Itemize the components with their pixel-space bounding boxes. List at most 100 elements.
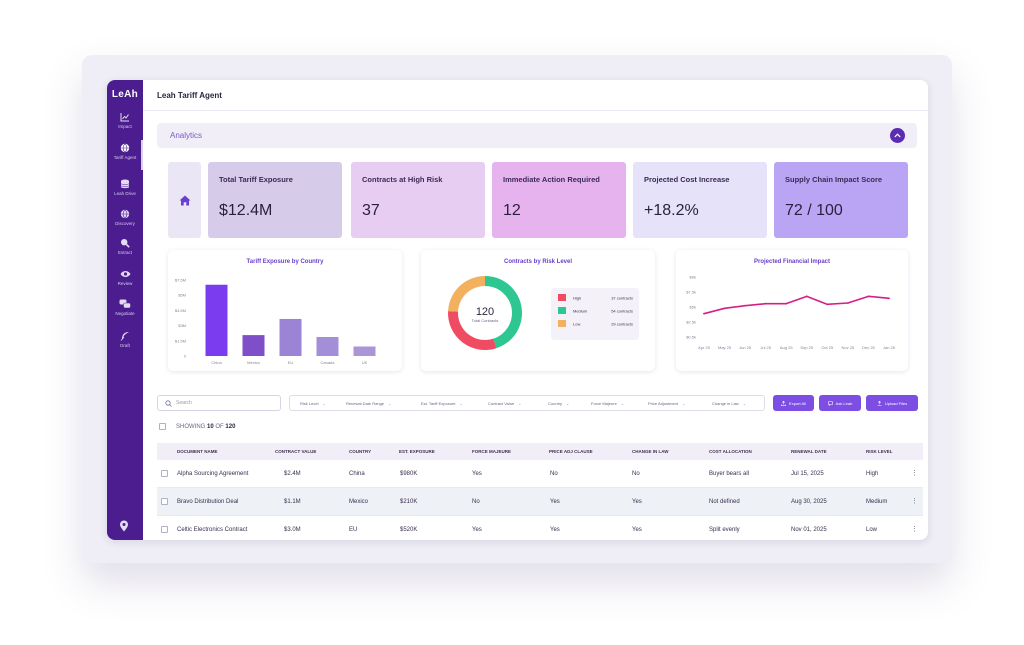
column-header[interactable]: COST ALLOCATION (709, 449, 752, 454)
table-row[interactable]: Alpha Sourcing Agreement $2.4M China $98… (157, 460, 923, 488)
x-tick-label: May 25 (718, 345, 732, 350)
kpi-card-projected-cost-increase: Projected Cost Increase +18.2% (633, 162, 767, 238)
data-point (888, 297, 890, 300)
globe-icon (120, 209, 130, 219)
column-header[interactable]: CHANGE IN LAW (632, 449, 669, 454)
row-menu-icon[interactable]: ⋮ (911, 470, 918, 477)
data-point (867, 295, 870, 298)
home-tile[interactable] (168, 162, 201, 238)
bar (242, 335, 265, 356)
y-tick-label: $7.5k (686, 290, 696, 295)
sidebar-item-extract[interactable]: Extract (107, 238, 143, 255)
cell-change-in-law: Yes (632, 499, 642, 505)
filter-est-tariff-exposure[interactable]: Est. Tariff Exposure ⌄ (421, 401, 463, 406)
showing-total: 120 (225, 423, 236, 430)
column-header[interactable]: COUNTRY (349, 449, 372, 454)
legend-label: Medium (573, 309, 588, 314)
chevron-down-icon: ⌄ (620, 401, 625, 406)
donut-chart-panel: Contracts by Risk Level 120 Total Contrac… (421, 250, 655, 371)
search-input[interactable]: Search (157, 395, 281, 411)
column-header[interactable]: DOCUMENT NAME (177, 449, 218, 454)
cell-price-adj: Yes (550, 499, 560, 505)
export-all-button[interactable]: Export All (773, 395, 814, 411)
select-all-checkbox[interactable] (159, 423, 166, 430)
page-title: Leah Tariff Agent (157, 91, 222, 100)
cell-cost-allocation: Split evenly (709, 527, 740, 533)
filter-country[interactable]: Country ⌄ (548, 401, 569, 406)
sidebar-item-label: Extract (117, 250, 132, 255)
ask-leah-button[interactable]: Ask Leah (819, 395, 861, 411)
legend-swatch (558, 294, 566, 301)
magnify-icon (121, 239, 130, 248)
x-tick-label: EU (288, 360, 294, 365)
x-tick-label: Jun 25 (739, 345, 752, 350)
x-tick-label: Mexico (247, 360, 260, 365)
cell-renewal-date: Aug 30, 2025 (791, 499, 827, 505)
sidebar-item-leah-drive[interactable]: Leah Drive (107, 179, 143, 196)
row-checkbox[interactable] (161, 470, 168, 477)
cell-document-name[interactable]: Celtic Electronics Contract (177, 527, 248, 533)
sidebar-item-impact[interactable]: Impact (107, 112, 143, 129)
filter-bar: Risk Level ⌄ Renewal Date Range ⌄ Est. Tar… (289, 395, 765, 411)
row-checkbox[interactable] (161, 526, 168, 533)
column-header[interactable]: CONTRACT VALUE (275, 449, 317, 454)
sidebar-item-discovery[interactable]: Discovery (107, 209, 143, 226)
collapse-button[interactable] (890, 128, 905, 143)
x-tick-label: China (211, 360, 222, 365)
chat-icon (119, 299, 131, 309)
row-menu-icon[interactable]: ⋮ (911, 498, 918, 505)
cell-change-in-law: No (632, 471, 640, 477)
kpi-card-supply-chain-score: Supply Chain Impact Score 72 / 100 (774, 162, 908, 238)
cell-country: Mexico (349, 499, 369, 505)
top-bar: Leah Tariff Agent (143, 80, 928, 111)
cell-document-name[interactable]: Bravo Distribution Deal (177, 499, 239, 505)
data-point (785, 302, 788, 305)
table-row[interactable]: Celtic Electronics Contract $3.0M EU $52… (157, 516, 923, 540)
chevron-down-icon: ⌄ (388, 401, 392, 406)
sidebar: LeAh Impact Tariff Agent Leah Drive Disc… (107, 80, 143, 540)
sidebar-item-review[interactable]: Review (107, 269, 143, 286)
sidebar-item-negotiate[interactable]: Negotiate (107, 299, 143, 316)
donut-slice (448, 311, 497, 350)
cell-document-name[interactable]: Alpha Sourcing Agreement (177, 471, 249, 477)
x-tick-label: Sep 25 (800, 345, 813, 350)
filter-force-majeure[interactable]: Force Majeure ⌄ (591, 401, 624, 406)
chart-line-icon (120, 113, 129, 122)
sidebar-item-label: Impact (118, 124, 132, 129)
filter-risk-level[interactable]: Risk Level ⌄ (300, 401, 326, 406)
donut-center-value: 120 (476, 306, 494, 318)
cell-force-majeure: No (472, 499, 480, 505)
cell-contract-value: $1.1M (284, 499, 301, 505)
row-menu-icon[interactable]: ⋮ (911, 526, 918, 533)
kpi-title: Supply Chain Impact Score (785, 175, 883, 184)
home-icon (179, 195, 190, 205)
chat-icon (827, 400, 833, 406)
bar (353, 346, 376, 356)
export-icon (781, 400, 786, 406)
column-header[interactable]: RENEWAL DATE (791, 449, 827, 454)
column-header[interactable]: EST. EXPOSURE (399, 449, 435, 454)
cell-renewal-date: Jul 15, 2025 (791, 471, 824, 477)
filter-label: Force Majeure (591, 401, 617, 406)
sidebar-item-tariff-agent[interactable]: Tariff Agent (107, 140, 143, 170)
bar-chart-panel: Tariff Exposure by Country $7.5M $5M $4.5M… (168, 250, 402, 371)
filter-change-in-law[interactable]: Change in Law ⌄ (712, 401, 746, 406)
column-header[interactable]: FORCE MAJEURE (472, 449, 512, 454)
cell-est-exposure: $210K (400, 499, 418, 505)
column-header[interactable]: RISK LEVEL (866, 449, 893, 454)
sidebar-item-label: Leah Drive (114, 191, 136, 196)
filter-contract-value[interactable]: Contract Value ⌄ (488, 401, 522, 406)
analytics-section-header[interactable]: Analytics (157, 123, 917, 148)
filter-price-adjustment[interactable]: Price Adjustment ⌄ (648, 401, 685, 406)
table-row[interactable]: Bravo Distribution Deal $1.1M Mexico $21… (157, 488, 923, 516)
eye-icon (120, 271, 130, 277)
column-header[interactable]: PRICE ADJ CLAUSE (549, 449, 593, 454)
location-pin-icon[interactable] (119, 520, 129, 532)
cell-risk-level: Medium (866, 499, 888, 505)
upload-files-button[interactable]: Upload Files (866, 395, 918, 411)
sidebar-item-draft[interactable]: Draft (107, 331, 143, 348)
filter-renewal-date[interactable]: Renewal Date Range ⌄ (346, 401, 391, 406)
filter-label: Contract Value (488, 401, 515, 406)
search-placeholder: Search (176, 400, 192, 406)
row-checkbox[interactable] (161, 498, 168, 505)
